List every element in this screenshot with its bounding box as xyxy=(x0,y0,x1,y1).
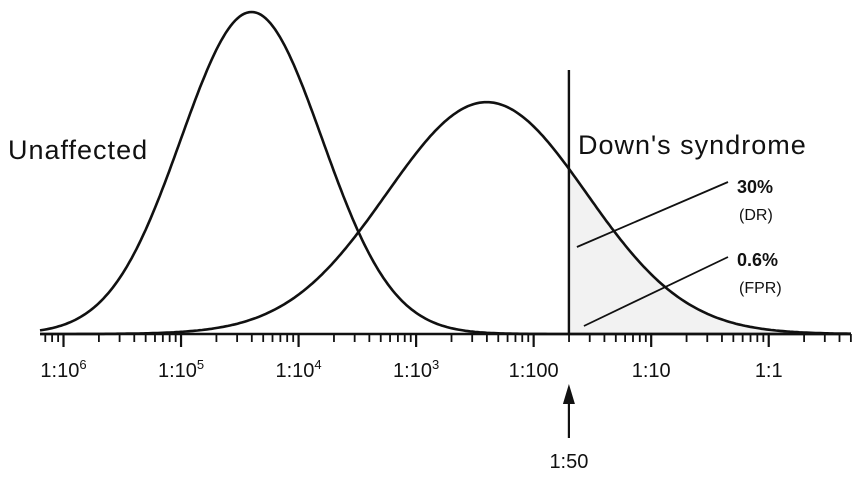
dr-leader-line xyxy=(576,181,729,248)
dr-percent-label: 30% xyxy=(737,177,773,197)
x-tick-label: 1:103 xyxy=(393,357,439,382)
series-label-downs-syndrome: Down's syndrome xyxy=(578,130,807,160)
arrow-head xyxy=(562,384,575,404)
x-tick-label: 1:106 xyxy=(40,357,86,382)
x-tick-label: 1:10 xyxy=(632,360,671,382)
cutoff-arrow xyxy=(562,384,575,438)
series-label-unaffected: Unaffected xyxy=(8,135,148,165)
fpr-leader-line xyxy=(583,256,729,327)
curve-downs-syndrome xyxy=(40,100,851,336)
x-tick-label: 1:105 xyxy=(158,357,204,382)
cutoff-label: 1:50 xyxy=(549,451,588,473)
dr-sub-label: (DR) xyxy=(739,207,773,224)
curve-unaffected xyxy=(39,10,851,336)
shaded-tails xyxy=(568,168,851,334)
x-tick-label: 1:100 xyxy=(509,360,559,382)
x-tick-label: 1:104 xyxy=(275,357,321,382)
distribution-curves xyxy=(39,10,851,336)
x-axis-tick-labels: 1:106 1:105 1:104 1:103 1:100 1:10 1:1 xyxy=(40,357,782,382)
x-axis-ticks xyxy=(44,334,852,347)
fpr-sub-label: (FPR) xyxy=(739,280,782,297)
x-tick-label: 1:1 xyxy=(755,360,783,382)
fpr-percent-label: 0.6% xyxy=(737,250,778,270)
tail-shade-downs xyxy=(568,168,851,334)
